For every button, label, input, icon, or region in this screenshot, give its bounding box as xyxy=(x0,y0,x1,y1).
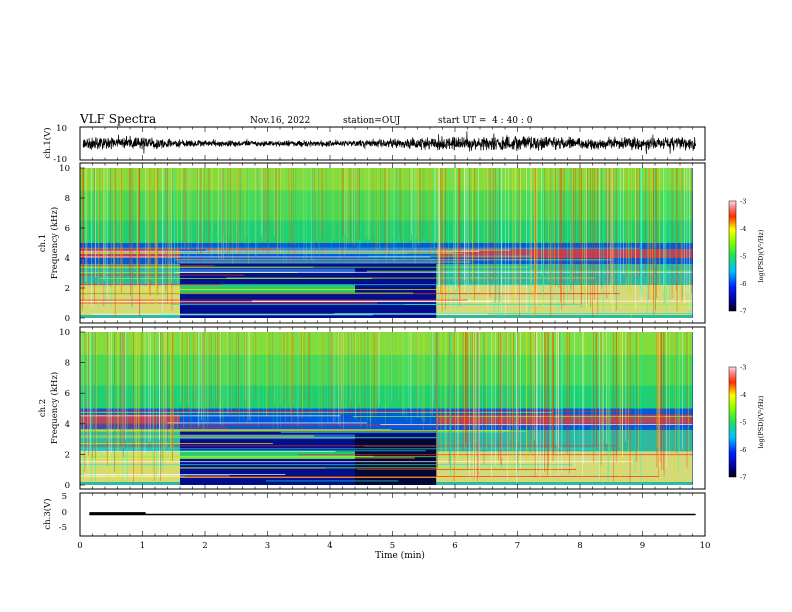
ch1-waveform-trace xyxy=(82,131,696,155)
ch3-ytick-5: 5 xyxy=(62,492,67,502)
x-tick-label: 4 xyxy=(327,541,332,551)
x-tick-label: 6 xyxy=(452,541,457,551)
freq-tick-label: 0 xyxy=(65,481,70,491)
spectrogram-active-low xyxy=(436,285,693,315)
x-tick-label: 7 xyxy=(515,541,520,551)
spectrogram-2khz-line xyxy=(180,451,355,459)
spectrogram-3khz-line xyxy=(180,434,355,440)
spectrogram-upper-band-light xyxy=(80,332,693,386)
date-label: Nov.16, 2022 xyxy=(250,116,310,126)
ch1-ylabel: ch.1(V) xyxy=(42,127,53,158)
freq-tick-label: 2 xyxy=(65,450,70,460)
colorbar-tick-label: -6 xyxy=(740,446,746,454)
spectrogram-2khz-line xyxy=(180,285,355,293)
ch3-ylabel: ch.3(V) xyxy=(42,498,53,529)
ch2-colorbar-label: log(PSD)(V²/Hz) xyxy=(757,395,765,448)
colorbar-tick-label: -3 xyxy=(740,364,746,372)
x-axis-label: Time (min) xyxy=(375,550,425,561)
ch3-ytick-minus5: -5 xyxy=(59,523,67,533)
freq-tick-label: 10 xyxy=(59,328,70,338)
freq-tick-label: 6 xyxy=(65,224,70,234)
colorbar-tick-label: -3 xyxy=(740,198,746,206)
station-label: station=OUJ xyxy=(343,116,401,126)
spectrogram-3khz-line xyxy=(180,268,355,273)
spectrogram-top-band xyxy=(80,332,693,355)
freq-tick-label: 4 xyxy=(65,254,70,264)
ch2-spectrogram-ylabel-line1: ch.2 xyxy=(38,399,48,417)
panel-ch3-waveform: 5 0 -5 ch.3(V) 0 1 2 3 4 5 6 7 8 9 10 Time (min) xyxy=(42,492,710,561)
freq-tick-label: 0 xyxy=(65,314,70,324)
freq-tick-label: 4 xyxy=(65,420,70,430)
ch1-spectrogram-ylabel-line1: ch.1 xyxy=(38,234,48,252)
panel-ch1-waveform: 10 -10 ch.1(V) xyxy=(42,124,706,165)
figure-title: VLF Spectra xyxy=(79,112,156,126)
x-tick-label: 10 xyxy=(700,541,711,551)
freq-tick-label: 8 xyxy=(65,194,70,204)
colorbar-tick-label: -4 xyxy=(740,391,746,399)
start-time-label: start UT = 4 : 40 : 0 xyxy=(438,116,533,126)
panel-ch2-spectrogram: 0 2 4 6 8 10 ch.2 Frequency (kHz) -3 -4 -5 -6 -7 … xyxy=(38,326,765,491)
spectrogram-active-line xyxy=(80,414,180,424)
ch2-colorbar: -3 -4 -5 -6 -7 log(PSD)(V²/Hz) xyxy=(728,364,765,482)
ch3-ytick-0: 0 xyxy=(62,508,67,518)
ch1-ytick-bottom: -10 xyxy=(53,155,67,165)
spectrogram-top-band xyxy=(80,168,693,191)
colorbar-tick-label: -4 xyxy=(740,225,746,233)
x-tick-label: 2 xyxy=(202,541,207,551)
x-tick-label: 3 xyxy=(265,541,270,551)
x-tick-label: 5 xyxy=(390,541,395,551)
freq-tick-label: 10 xyxy=(59,164,70,174)
freq-tick-label: 6 xyxy=(65,389,70,399)
freq-tick-label: 8 xyxy=(65,359,70,369)
ch1-colorbar-label: log(PSD)(V²/Hz) xyxy=(757,229,765,282)
x-tick-label: 0 xyxy=(77,541,82,551)
x-tick-label: 9 xyxy=(640,541,645,551)
colorbar-tick-label: -5 xyxy=(740,253,746,261)
x-tick-label: 1 xyxy=(140,541,145,551)
x-tick-label: 8 xyxy=(577,541,582,551)
freq-tick-label: 2 xyxy=(65,284,70,294)
ch2-spectrogram-ylabel-line2: Frequency (kHz) xyxy=(49,372,60,444)
spectrogram-active-line xyxy=(436,414,693,424)
colorbar-tick-label: -6 xyxy=(740,280,746,288)
colorbar-tick-label: -7 xyxy=(740,474,746,482)
ch1-colorbar: -3 -4 -5 -6 -7 log(PSD)(V²/Hz) xyxy=(728,198,765,316)
colorbar-tick-label: -7 xyxy=(740,308,746,316)
ch1-spectrogram-ylabel-line2: Frequency (kHz) xyxy=(49,207,60,279)
spectrogram-active-line xyxy=(436,249,693,258)
panel-ch1-spectrogram: 0 2 4 6 8 10 ch.1 Frequency (kHz) -3 -4 -5 -6 -7 … xyxy=(38,162,765,324)
colorbar-tick-label: -5 xyxy=(740,419,746,427)
ch1-ytick-top: 10 xyxy=(56,124,67,134)
